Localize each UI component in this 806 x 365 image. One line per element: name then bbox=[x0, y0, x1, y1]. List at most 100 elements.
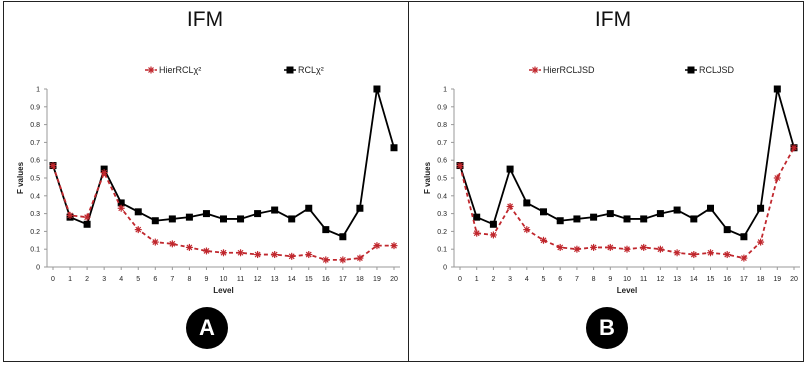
data-point bbox=[271, 251, 279, 259]
x-tick-label: 0 bbox=[51, 276, 55, 283]
data-point bbox=[202, 210, 210, 218]
y-tick-label: 0.2 bbox=[30, 229, 40, 236]
x-tick-label: 6 bbox=[153, 276, 157, 283]
data-point bbox=[506, 165, 514, 173]
data-point bbox=[523, 226, 531, 234]
data-point bbox=[606, 210, 614, 218]
data-point bbox=[640, 215, 648, 223]
x-tick-label: 19 bbox=[773, 276, 781, 283]
data-point bbox=[168, 240, 176, 248]
legend-marker bbox=[531, 66, 539, 74]
data-point bbox=[322, 256, 330, 264]
data-point bbox=[66, 211, 74, 219]
data-point bbox=[237, 249, 245, 257]
x-tick-label: 20 bbox=[790, 276, 798, 283]
x-axis-label: Level bbox=[213, 286, 233, 295]
legend-marker bbox=[687, 66, 695, 74]
data-point bbox=[254, 210, 262, 218]
y-tick-label: 0.4 bbox=[30, 193, 40, 200]
chart-a-svg: 00.10.20.30.40.50.60.70.80.910 1 2 3 4 5 6 7 8 9 1… bbox=[16, 65, 400, 295]
y-tick-label: 0.9 bbox=[437, 104, 447, 111]
x-tick-label: 17 bbox=[740, 276, 748, 283]
x-tick-label: 1 bbox=[68, 276, 72, 283]
y-tick-label: 0.5 bbox=[437, 176, 447, 183]
chart-title: IFM bbox=[594, 8, 632, 31]
legend-label: HierRCLχ² bbox=[159, 65, 201, 75]
data-point bbox=[456, 162, 464, 170]
data-point bbox=[757, 238, 765, 246]
x-tick-label: 5 bbox=[542, 276, 546, 283]
data-point bbox=[723, 226, 731, 234]
x-axis-label: Level bbox=[617, 286, 637, 295]
legend-label: RCLJSD bbox=[699, 65, 735, 75]
x-tick-label: 3 bbox=[102, 276, 106, 283]
x-tick-label: 6 bbox=[558, 276, 562, 283]
x-tick-label: 11 bbox=[640, 276, 647, 283]
x-tick-label: 18 bbox=[356, 276, 364, 283]
y-tick-label: 0.5 bbox=[30, 176, 40, 183]
data-point bbox=[202, 247, 210, 255]
data-point bbox=[590, 243, 598, 251]
chart-panel-b: IFM 0 0.1 0.2 0.3 0.4 0.5 0.6 0.7 0.8 0.9 1 0 1 2 3 4 5 6… bbox=[408, 0, 806, 365]
data-point bbox=[151, 217, 159, 225]
data-point bbox=[134, 208, 142, 216]
y-tick-label: 1 bbox=[443, 87, 447, 94]
y-tick-label: 0 bbox=[36, 265, 40, 272]
x-tick-label: 7 bbox=[575, 276, 579, 283]
y-tick-label: 0.7 bbox=[30, 140, 40, 147]
data-point bbox=[356, 254, 364, 262]
chart-b-svg: 00.10.20.30.40.50.60.70.80.910 1 2 3 4 5 6 7 8 9 1… bbox=[423, 65, 800, 295]
x-tick-label: 20 bbox=[390, 276, 398, 283]
y-tick-label: 0.2 bbox=[437, 229, 447, 236]
x-tick-label: 9 bbox=[608, 276, 612, 283]
data-point bbox=[288, 252, 296, 260]
data-point bbox=[83, 213, 91, 221]
data-point bbox=[573, 245, 581, 253]
data-point bbox=[573, 215, 581, 223]
data-point bbox=[305, 204, 313, 212]
x-tick-label: 10 bbox=[220, 276, 228, 283]
x-tick-label: 11 bbox=[237, 276, 244, 283]
x-tick-label: 3 bbox=[508, 276, 512, 283]
x-tick-label: 2 bbox=[491, 276, 495, 283]
data-point bbox=[740, 233, 748, 241]
x-tick-label: 18 bbox=[757, 276, 765, 283]
data-point bbox=[390, 242, 398, 250]
x-tick-label: 10 bbox=[623, 276, 631, 283]
y-tick-label: 0.6 bbox=[437, 158, 447, 165]
data-point bbox=[322, 226, 330, 234]
y-tick-label: 0.4 bbox=[437, 193, 447, 200]
x-tick-label: 4 bbox=[525, 276, 529, 283]
y-tick-label: 0.3 bbox=[30, 211, 40, 218]
x-tick-label: 4 bbox=[119, 276, 123, 283]
data-point bbox=[623, 245, 631, 253]
data-point bbox=[773, 85, 781, 93]
y-tick-label: 0 bbox=[443, 265, 447, 272]
data-point bbox=[288, 215, 296, 223]
data-point bbox=[690, 251, 698, 259]
data-point bbox=[339, 256, 347, 264]
legend-label: HierRCLJSD bbox=[543, 65, 595, 75]
data-point bbox=[151, 238, 159, 246]
y-tick-label: 0.7 bbox=[437, 140, 447, 147]
data-point bbox=[506, 202, 514, 210]
x-tick-label: 14 bbox=[288, 276, 296, 283]
data-point bbox=[556, 243, 564, 251]
data-point bbox=[757, 204, 765, 212]
y-tick-label: 0.1 bbox=[437, 247, 447, 254]
chart-title: IFM bbox=[186, 8, 224, 31]
data-point bbox=[673, 249, 681, 257]
data-point bbox=[220, 249, 227, 257]
y-tick-label: 0.8 bbox=[437, 122, 447, 129]
data-point bbox=[220, 215, 227, 223]
data-point bbox=[640, 243, 648, 251]
panel-divider bbox=[408, 1, 409, 362]
y-axis-label: F values bbox=[423, 161, 432, 194]
x-tick-label: 14 bbox=[690, 276, 698, 283]
x-tick-label: 13 bbox=[271, 276, 279, 283]
data-point bbox=[773, 174, 781, 182]
data-point bbox=[100, 169, 108, 177]
data-point bbox=[489, 231, 497, 239]
data-point bbox=[134, 226, 142, 234]
x-tick-label: 17 bbox=[339, 276, 347, 283]
